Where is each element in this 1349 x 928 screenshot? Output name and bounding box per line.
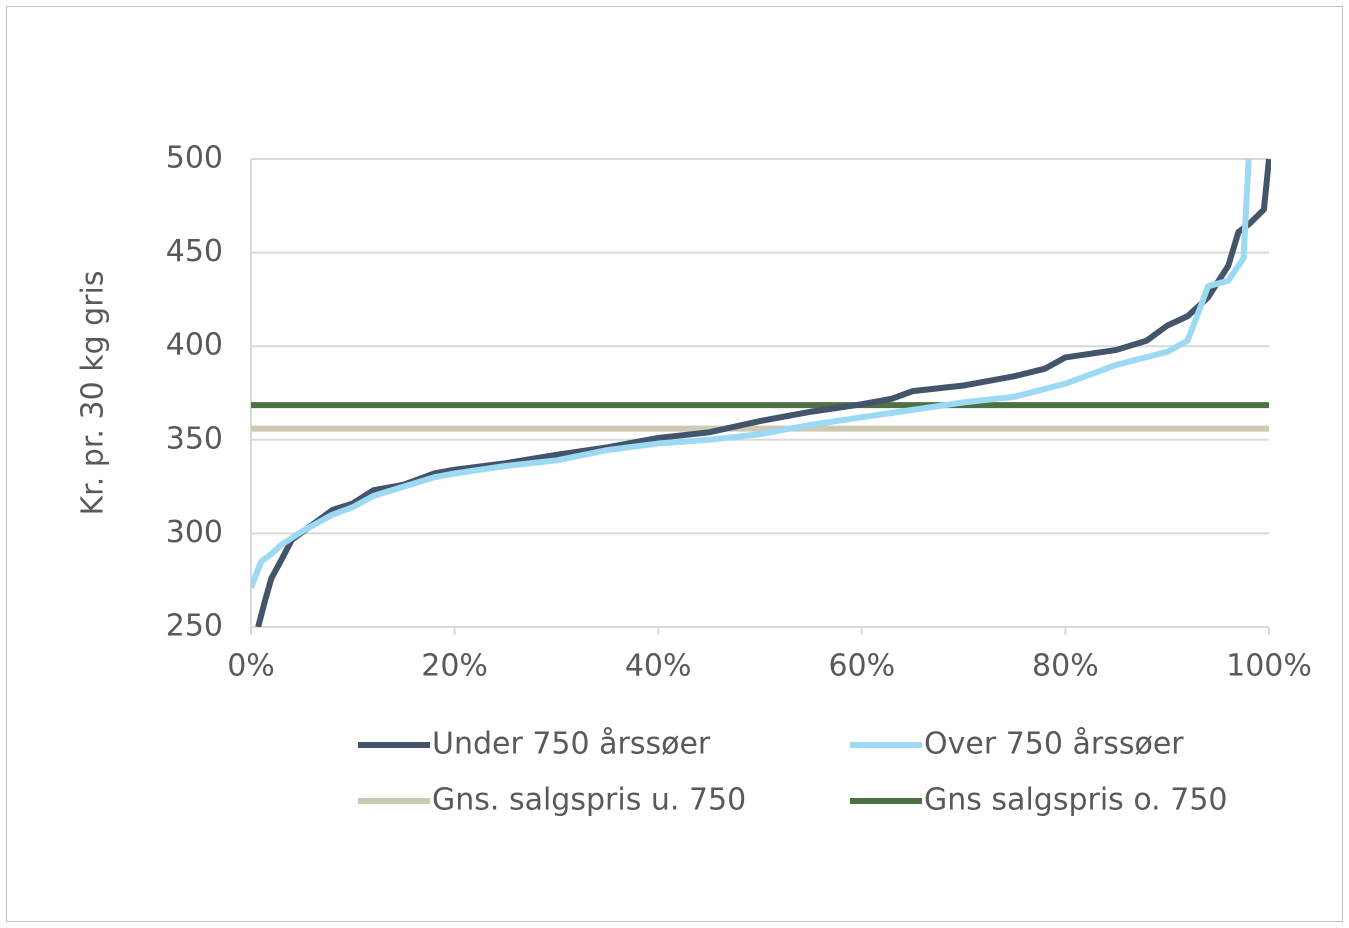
x-tick-label: 80% — [1032, 649, 1099, 684]
y-tick-label: 350 — [166, 421, 223, 456]
series-line — [255, 158, 1271, 627]
y-tick-label: 400 — [166, 328, 223, 363]
y-tick-label: 450 — [166, 234, 223, 269]
x-tick-label: 20% — [421, 649, 488, 684]
legend-label: Gns. salgspris u. 750 — [432, 783, 746, 818]
x-tick-label: 40% — [625, 649, 692, 684]
legend-label: Gns salgspris o. 750 — [924, 783, 1228, 818]
legend-label: Over 750 årssøer — [924, 727, 1184, 762]
plot-lines — [251, 158, 1271, 627]
series-line — [251, 158, 1252, 589]
x-tick-label: 0% — [227, 649, 275, 684]
y-tick-label: 500 — [166, 141, 223, 176]
y-tick-label: 300 — [166, 515, 223, 550]
y-axis-label: Kr. pr. 30 kg gris — [76, 270, 111, 515]
x-tick-label: 60% — [828, 649, 895, 684]
y-tick-label: 250 — [166, 609, 223, 644]
x-tick-label: 100% — [1226, 649, 1312, 684]
legend-label: Under 750 årssøer — [432, 727, 711, 762]
